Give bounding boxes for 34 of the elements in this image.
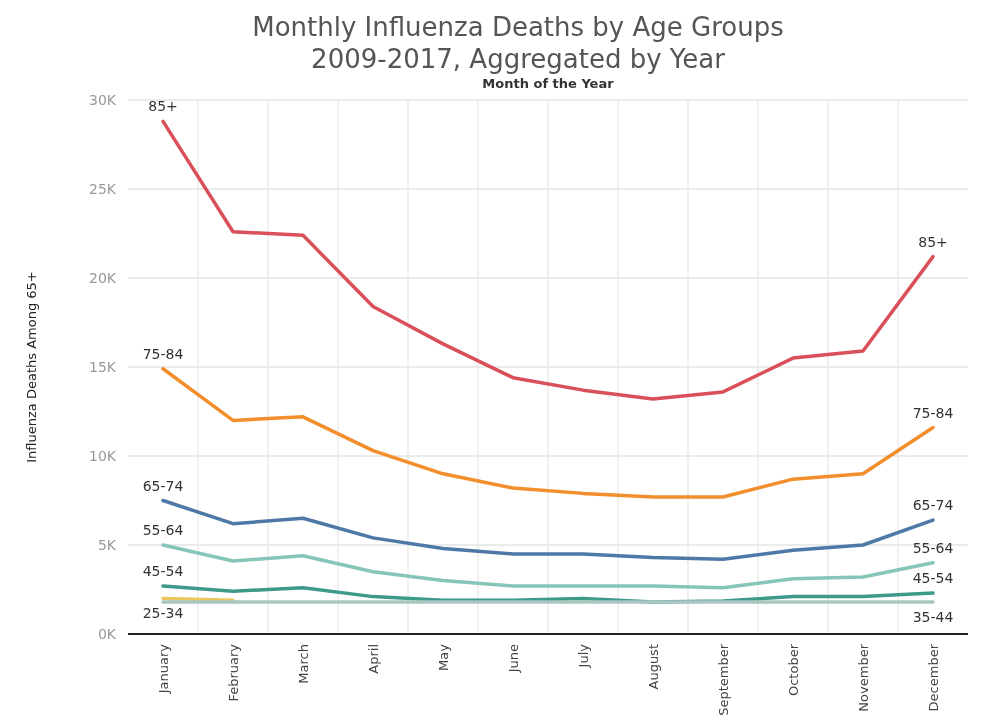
series-label: 65-74 xyxy=(142,477,184,494)
y-tick-label: 20K xyxy=(89,269,117,286)
x-tick-label: July xyxy=(575,643,591,669)
y-tick-label: 0K xyxy=(97,625,117,642)
x-tick-label: March xyxy=(295,644,311,684)
y-tick-label: 30K xyxy=(89,91,117,108)
x-tick-label: October xyxy=(785,643,801,697)
series-label: 45-54 xyxy=(912,570,954,587)
x-tick-label: November xyxy=(855,643,871,712)
text: 85+ xyxy=(918,233,948,250)
x-tick-label: September xyxy=(715,643,731,716)
y-tick-label: 10K xyxy=(89,447,117,464)
y-tick-label: 15K xyxy=(89,358,117,375)
series-label: 75-84 xyxy=(142,345,184,362)
series-label: 85+ xyxy=(148,98,178,115)
text: 65-74 xyxy=(912,497,954,514)
y-axis-title: Influenza Deaths Among 65+ xyxy=(24,271,39,463)
text: 45-54 xyxy=(142,562,184,579)
y-tick-label: 25K xyxy=(89,180,117,197)
x-axis-title: Month of the Year xyxy=(482,76,615,91)
x-tick-label: August xyxy=(645,644,661,690)
y-tick-label: 5K xyxy=(97,536,117,553)
chart-title: Monthly Influenza Deaths by Age Groups 2009-2017, Aggregated by Year xyxy=(252,12,784,74)
series-label: 35-44 xyxy=(912,608,954,625)
x-tick-label: January xyxy=(155,643,171,695)
series-label: 55-64 xyxy=(912,539,954,556)
x-tick-label: February xyxy=(225,643,241,702)
text: 55-64 xyxy=(142,522,184,538)
x-tick-label: December xyxy=(925,643,941,712)
series-label: 25-34 xyxy=(142,605,184,622)
x-tick-label: April xyxy=(365,644,381,674)
x-tick-label: May xyxy=(435,643,451,671)
text: 75-84 xyxy=(912,404,954,421)
x-tick-label: June xyxy=(505,644,521,674)
